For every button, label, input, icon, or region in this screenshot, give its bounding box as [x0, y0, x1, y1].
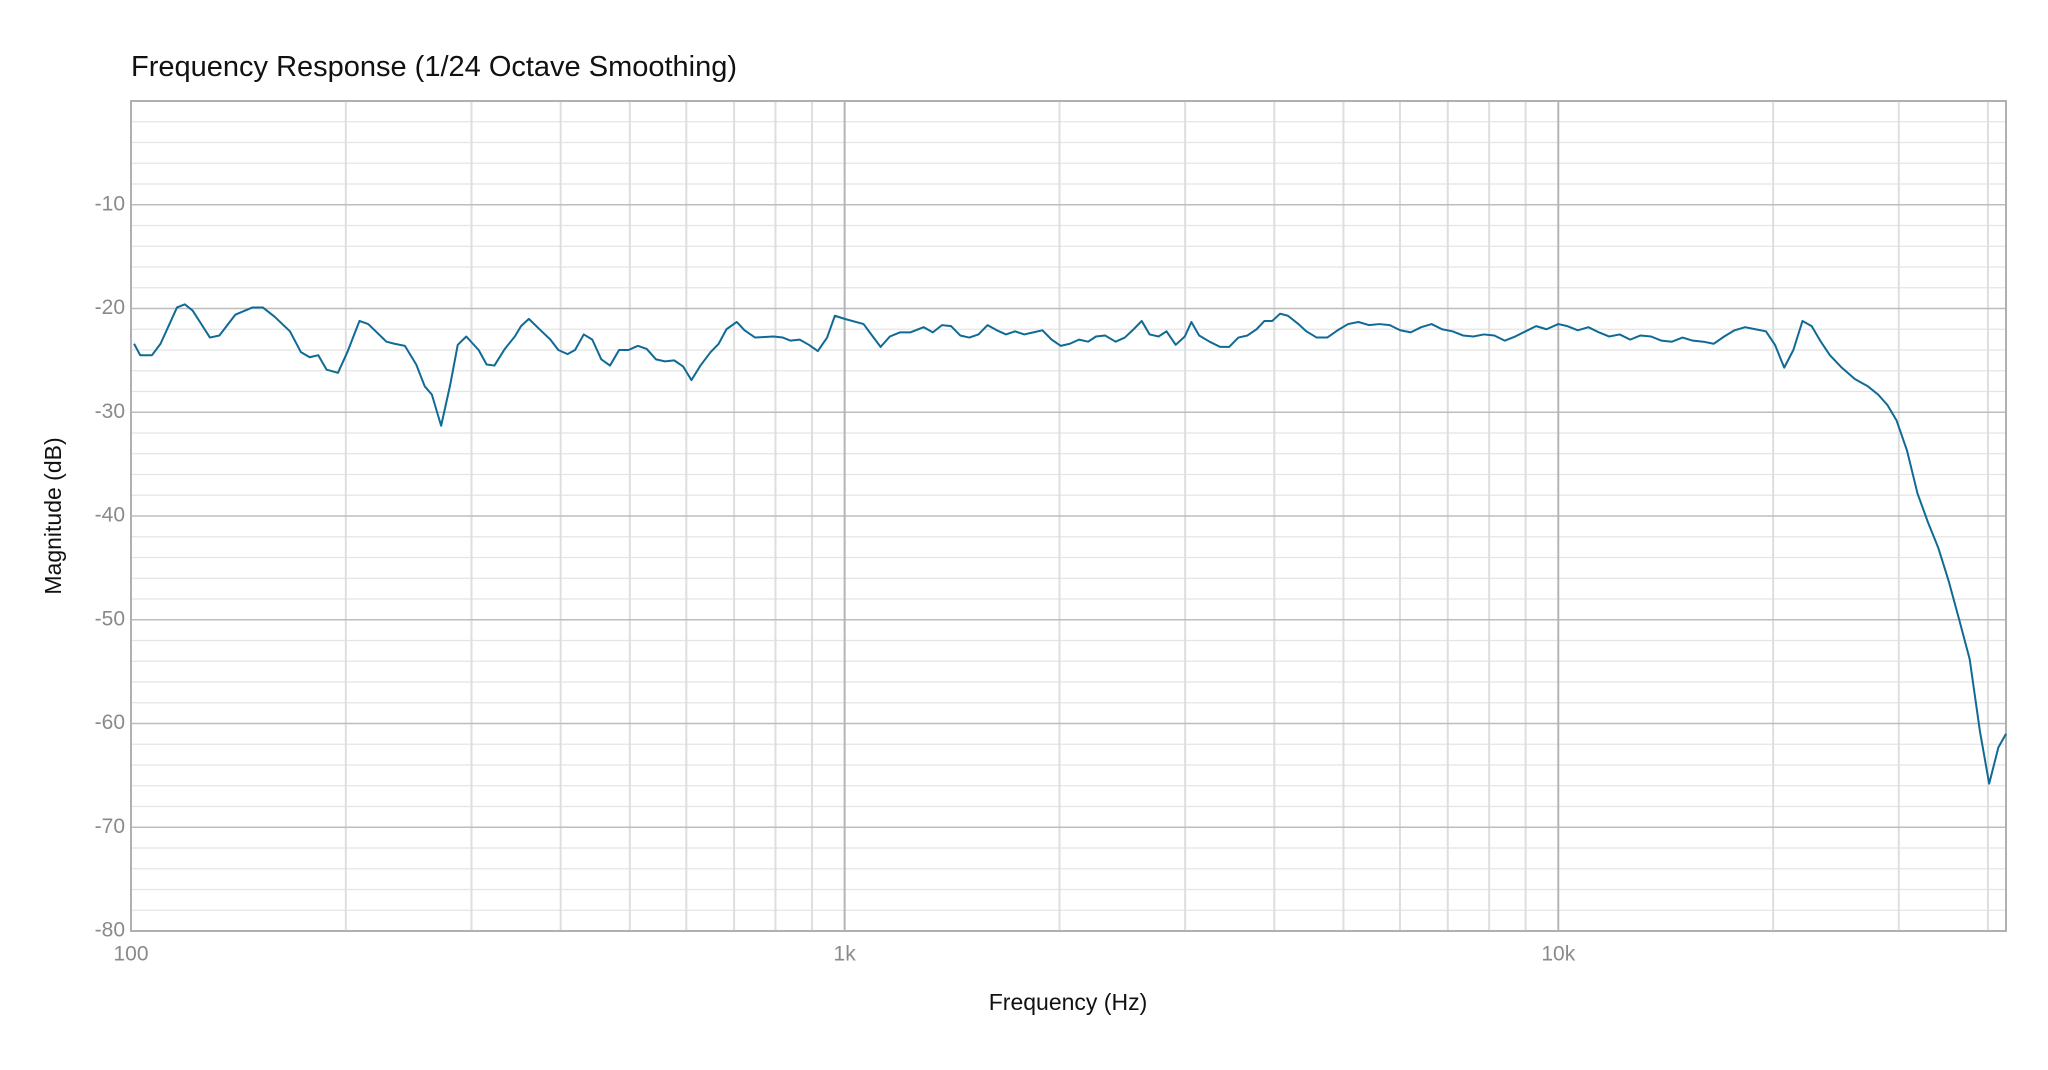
y-tick-label: -50 [95, 607, 125, 630]
x-tick-label: 100 [113, 943, 148, 966]
y-tick-label: -40 [95, 504, 125, 527]
plot-frame [130, 100, 2007, 932]
y-tick-label: -80 [95, 919, 125, 942]
y-tick-label: -10 [95, 192, 125, 215]
y-tick-label: -60 [95, 711, 125, 734]
y-tick-label: -70 [95, 815, 125, 838]
x-tick-label: 1k [834, 943, 857, 966]
x-axis-label: Frequency (Hz) [989, 989, 1147, 1015]
y-tick-label: -30 [95, 400, 125, 423]
x-tick-label: 10k [1541, 943, 1575, 966]
grid [130, 101, 2006, 932]
response-line [133, 303, 2007, 785]
y-axis-label: Magnitude (dB) [40, 437, 66, 594]
chart-subtitle: (1/24 Octave Smoothing) [415, 51, 737, 83]
chart-title: Frequency Response [131, 51, 407, 83]
y-tick-label: -20 [95, 296, 125, 319]
chart-heading: Frequency Response (1/24 Octave Smoothing… [131, 51, 737, 83]
